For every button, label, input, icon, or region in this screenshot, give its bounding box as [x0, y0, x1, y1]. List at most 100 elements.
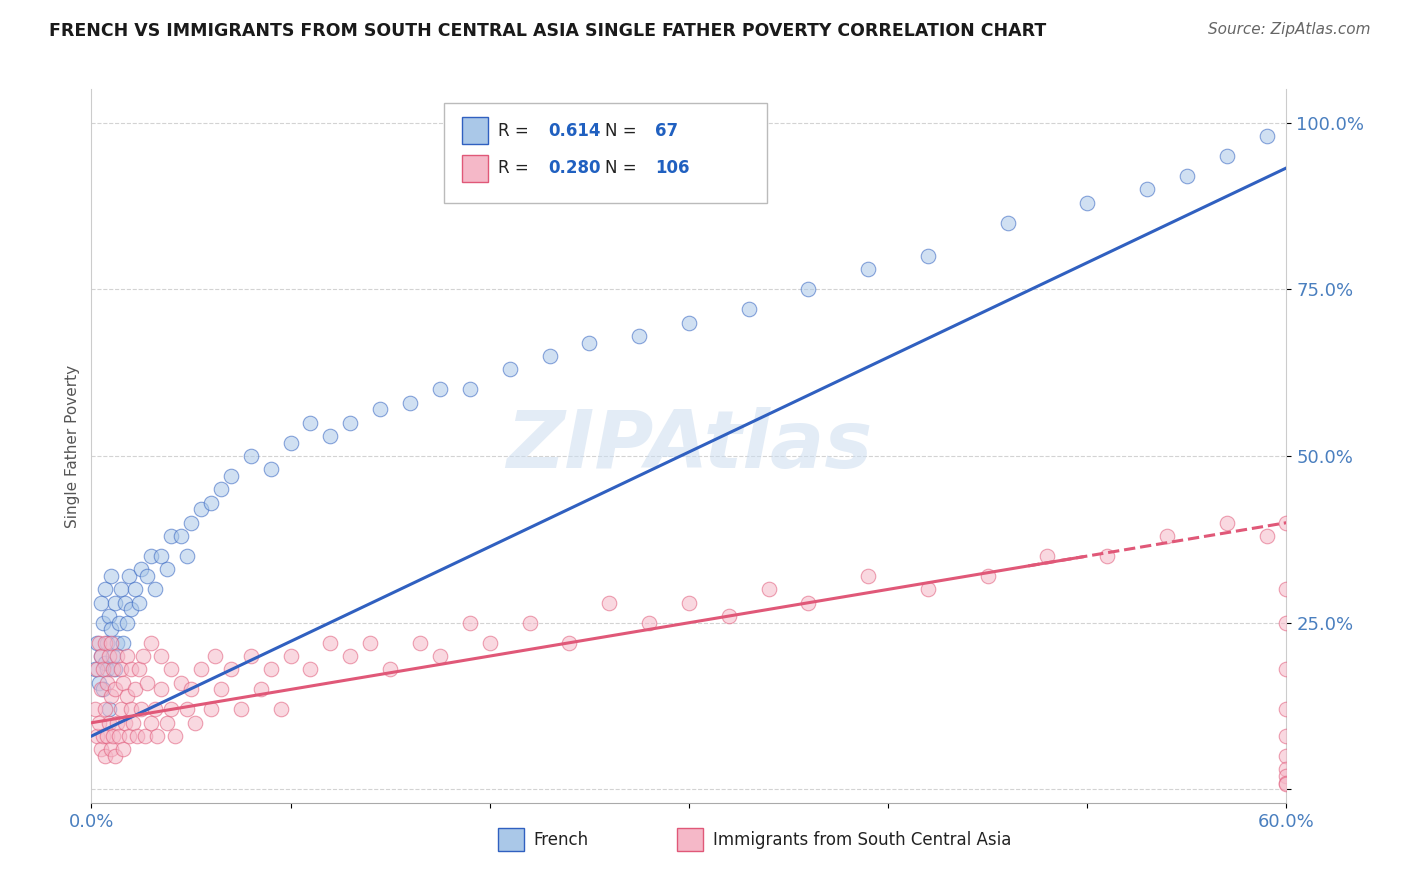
Point [200, 702, 222, 716]
Point [209, 682, 232, 697]
Point [917, 249, 939, 263]
Point [104, 749, 127, 764]
Point [94, 656, 117, 670]
Text: 0.614: 0.614 [548, 121, 600, 139]
Text: FRENCH VS IMMIGRANTS FROM SOUTH CENTRAL ASIA SINGLE FATHER POVERTY CORRELATION C: FRENCH VS IMMIGRANTS FROM SOUTH CENTRAL … [49, 22, 1046, 40]
Point [976, 569, 998, 583]
FancyBboxPatch shape [498, 829, 524, 851]
Point [429, 382, 451, 396]
Point [143, 582, 166, 597]
Point [108, 615, 131, 630]
Point [917, 582, 939, 597]
Point [150, 649, 173, 664]
Point [239, 649, 262, 664]
Text: Immigrants from South Central Asia: Immigrants from South Central Asia [713, 831, 1011, 849]
Point [89, 675, 111, 690]
Text: 67: 67 [655, 121, 679, 139]
Point [170, 529, 193, 543]
Point [163, 729, 186, 743]
Text: 0.280: 0.280 [548, 160, 600, 178]
Point [1275, 777, 1298, 791]
Point [797, 596, 820, 610]
Point [219, 469, 242, 483]
Point [176, 702, 198, 716]
Point [1275, 776, 1298, 790]
Point [797, 282, 820, 296]
Point [94, 636, 117, 650]
Point [200, 496, 222, 510]
Point [204, 649, 226, 664]
Point [1097, 549, 1119, 563]
Point [115, 615, 138, 630]
Point [90, 742, 112, 756]
Point [156, 562, 179, 576]
Point [259, 462, 281, 476]
Point [538, 349, 561, 363]
Point [160, 702, 183, 716]
Point [105, 715, 128, 730]
Point [143, 702, 166, 716]
Point [678, 596, 700, 610]
Point [98, 715, 121, 730]
Text: ZIPAtlas: ZIPAtlas [506, 407, 872, 485]
Point [170, 675, 193, 690]
Point [180, 682, 202, 697]
Point [249, 682, 271, 697]
Point [758, 582, 780, 597]
Point [1136, 182, 1159, 196]
Point [94, 582, 117, 597]
Point [1275, 582, 1298, 597]
Point [122, 715, 145, 730]
Point [98, 702, 121, 716]
Point [160, 529, 183, 543]
Point [1275, 729, 1298, 743]
Point [141, 715, 162, 730]
Point [209, 483, 232, 497]
Point [378, 662, 402, 676]
Point [103, 649, 125, 664]
Point [299, 662, 322, 676]
Point [124, 682, 146, 697]
Point [112, 636, 135, 650]
Point [598, 596, 620, 610]
Point [184, 715, 207, 730]
Point [1275, 749, 1298, 764]
Point [118, 729, 141, 743]
Point [108, 729, 131, 743]
Point [89, 715, 111, 730]
Point [96, 636, 118, 650]
Point [399, 395, 422, 409]
Point [84, 702, 107, 716]
Point [478, 636, 501, 650]
Point [104, 682, 127, 697]
Point [132, 649, 155, 664]
Point [239, 449, 262, 463]
Point [190, 662, 212, 676]
Point [86, 662, 108, 676]
Point [98, 609, 121, 624]
Point [100, 569, 122, 583]
Point [110, 662, 132, 676]
Point [1275, 769, 1298, 783]
Point [1076, 195, 1098, 210]
Text: French: French [534, 831, 589, 849]
Point [93, 662, 115, 676]
Point [339, 649, 361, 664]
Point [429, 649, 451, 664]
Point [299, 416, 322, 430]
Point [280, 435, 302, 450]
Point [737, 302, 759, 317]
Point [150, 549, 173, 563]
Point [129, 702, 152, 716]
Point [190, 502, 212, 516]
Point [458, 382, 481, 396]
Point [136, 569, 159, 583]
Point [856, 262, 880, 277]
Point [127, 729, 149, 743]
Point [93, 729, 115, 743]
Point [118, 569, 141, 583]
FancyBboxPatch shape [444, 103, 766, 203]
Point [110, 702, 132, 716]
Point [219, 662, 242, 676]
Point [124, 582, 146, 597]
